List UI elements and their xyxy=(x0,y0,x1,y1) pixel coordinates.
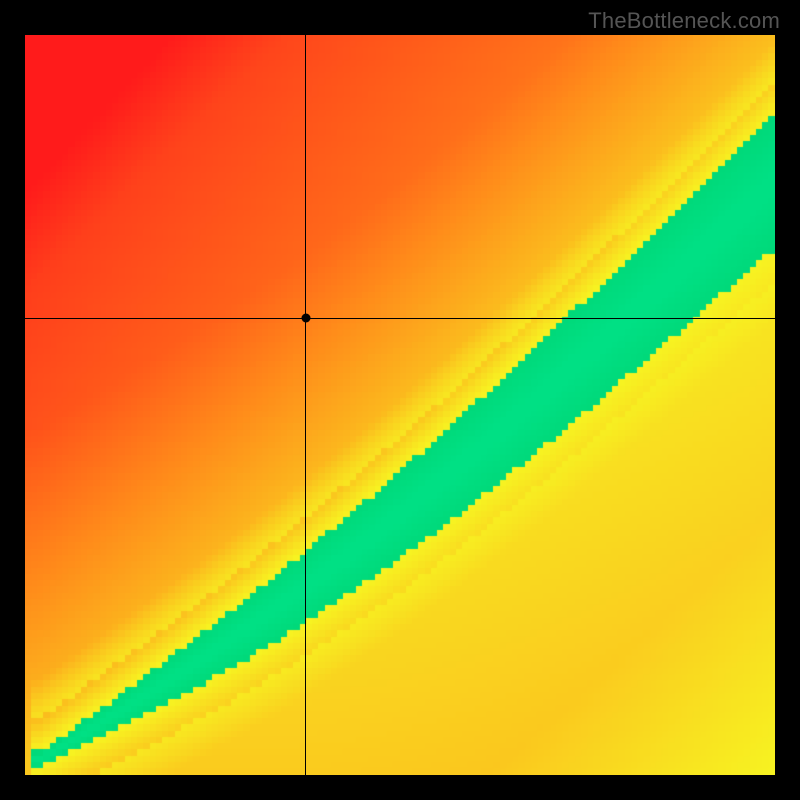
watermark-text: TheBottleneck.com xyxy=(588,8,780,34)
marker-dot xyxy=(301,314,310,323)
crosshair-vertical xyxy=(305,35,306,775)
heatmap-canvas xyxy=(25,35,775,775)
crosshair-horizontal xyxy=(25,318,775,319)
heatmap-plot xyxy=(25,35,775,775)
